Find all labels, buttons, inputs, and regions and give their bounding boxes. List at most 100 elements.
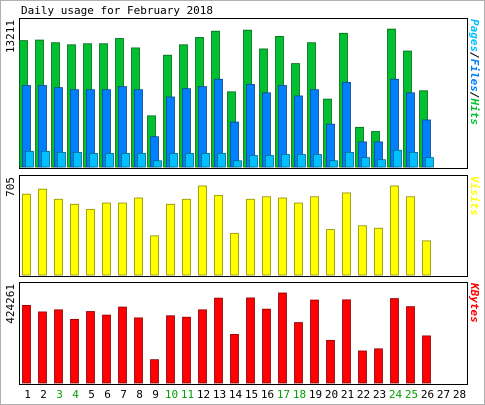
x-tick-label-6: 6 [104,388,111,401]
bar-pages-day-13 [217,153,226,168]
bar-kbytes-day-4 [70,318,79,384]
bar-pages-day-19 [313,154,322,168]
bar-kbytes-day-12 [198,309,207,384]
bar-kbytes-day-14 [230,334,239,384]
bar-pages-day-18 [297,154,306,168]
bar-visits-day-21 [342,192,351,276]
bar-kbytes-day-26 [422,335,431,384]
bar-visits-day-4 [70,203,79,276]
bar-kbytes-day-1 [22,304,31,384]
bar-kbytes-day-16 [262,308,271,384]
bar-pages-day-10 [169,153,178,168]
bar-pages-day-9 [153,160,162,168]
bar-kbytes-day-15 [246,297,255,384]
bar-kbytes-day-18 [294,322,303,384]
bar-kbytes-day-2 [38,311,47,384]
bar-kbytes-day-24 [390,298,399,384]
bar-visits-day-8 [134,197,143,276]
x-tick-label-18: 18 [293,388,306,401]
x-tick-label-22: 22 [357,388,370,401]
bar-pages-day-24 [393,149,402,168]
bar-visits-day-13 [214,195,223,276]
x-tick-label-23: 23 [373,388,386,401]
bar-kbytes-day-5 [86,311,95,384]
bar-visits-day-26 [422,240,431,276]
bar-files-day-14 [230,121,239,168]
panel-frame-visits [19,175,468,277]
max-label-visits: 705 [4,177,17,197]
panel-frame-kbytes [19,282,468,385]
bar-kbytes-day-25 [406,306,415,384]
x-tick-label-14: 14 [229,388,243,401]
bar-pages-day-15 [249,155,258,168]
bar-pages-day-22 [361,157,370,168]
bar-pages-day-12 [201,153,210,168]
bar-kbytes-day-20 [326,339,335,384]
x-tick-label-27: 27 [437,388,450,401]
bar-visits-day-20 [326,229,335,276]
bar-pages-day-3 [57,151,66,168]
bar-pages-day-25 [409,151,418,168]
bar-kbytes-day-3 [54,309,63,384]
x-tick-label-19: 19 [309,388,322,401]
bar-visits-day-16 [262,196,271,276]
bar-kbytes-day-17 [278,292,287,384]
bar-visits-day-23 [374,227,383,276]
bar-visits-day-5 [86,208,95,276]
x-tick-label-8: 8 [136,388,143,401]
y-label-kbytes: KBytes [468,282,481,323]
x-tick-label-4: 4 [72,388,79,401]
bar-visits-day-19 [310,196,319,276]
x-tick-label-28: 28 [453,388,466,401]
bar-pages-day-4 [73,151,82,168]
bar-visits-day-18 [294,202,303,276]
y-label-hits: Pages/Files/Hits [468,19,481,125]
bar-pages-day-1 [25,150,34,168]
bar-pages-day-5 [89,153,98,168]
bar-visits-day-24 [390,185,399,276]
bar-visits-day-9 [150,235,159,276]
x-tick-label-25: 25 [405,388,418,401]
bar-pages-day-23 [377,159,386,168]
x-tick-label-21: 21 [341,388,354,401]
x-tick-label-26: 26 [421,388,434,401]
bar-pages-day-6 [105,153,114,168]
bar-kbytes-day-19 [310,299,319,384]
bar-visits-day-1 [22,193,31,276]
x-tick-label-7: 7 [120,388,127,401]
bar-kbytes-day-23 [374,348,383,384]
bar-pages-day-26 [425,157,434,168]
x-tick-label-12: 12 [197,388,210,401]
x-tick-label-5: 5 [88,388,95,401]
bar-pages-day-21 [345,151,354,168]
bar-kbytes-day-13 [214,297,223,384]
x-tick-label-20: 20 [325,388,338,401]
bar-pages-day-20 [329,160,338,168]
bar-visits-day-7 [118,202,127,276]
x-tick-label-24: 24 [389,388,403,401]
bar-kbytes-day-11 [182,316,191,384]
bar-visits-day-6 [102,202,111,276]
bar-kbytes-day-6 [102,314,111,384]
bar-files-day-15 [246,84,255,168]
x-tick-label-2: 2 [40,388,47,401]
chart-title: Daily usage for February 2018 [21,4,213,17]
x-tick-label-17: 17 [277,388,290,401]
x-tick-label-11: 11 [181,388,194,401]
max-label-hits: 13211 [4,20,17,53]
bar-kbytes-day-8 [134,317,143,384]
bar-visits-day-10 [166,203,175,276]
bar-visits-day-15 [246,198,255,276]
bar-kbytes-day-22 [358,350,367,384]
x-tick-label-16: 16 [261,388,274,401]
bar-visits-day-14 [230,232,239,276]
bar-pages-day-17 [281,154,290,168]
bar-kbytes-day-9 [150,359,159,384]
y-label-visits: Visits [468,176,481,216]
bar-pages-day-11 [185,153,194,168]
bar-kbytes-day-10 [166,315,175,384]
x-tick-label-1: 1 [24,388,31,401]
x-tick-label-15: 15 [245,388,258,401]
bar-kbytes-day-7 [118,306,127,384]
